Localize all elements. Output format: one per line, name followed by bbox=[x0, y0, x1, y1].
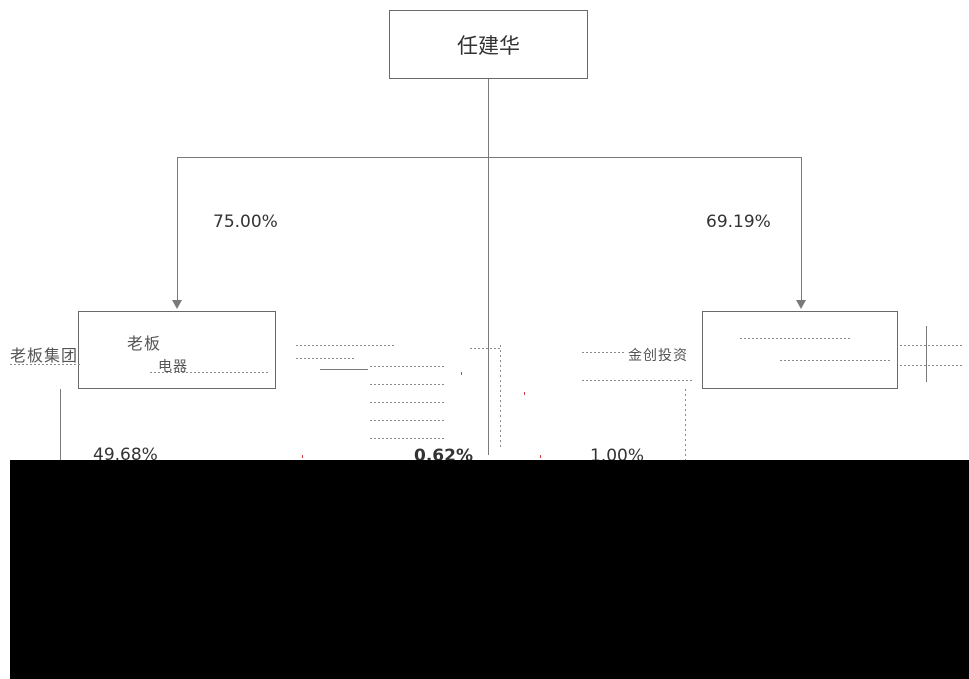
red-mark bbox=[524, 392, 525, 395]
middle-detail-line bbox=[296, 345, 396, 346]
left-entity-scan-line bbox=[150, 372, 270, 373]
redaction-block bbox=[10, 460, 969, 679]
middle-detail-line bbox=[470, 348, 500, 349]
left-sub-stem-line bbox=[60, 389, 61, 460]
root-stem-line bbox=[488, 79, 489, 455]
right-branch-percent: 69.19% bbox=[706, 212, 771, 232]
right-entity-scan-line bbox=[582, 380, 694, 381]
left-arrow-icon bbox=[172, 300, 182, 309]
middle-detail-line bbox=[370, 402, 444, 403]
root-entity-name: 任建华 bbox=[457, 33, 520, 58]
middle-connector-line bbox=[320, 369, 368, 370]
left-entity-label-fragment: 老板 bbox=[127, 334, 162, 353]
red-mark bbox=[461, 372, 462, 375]
right-entity-label-fragment: 金创投资 bbox=[628, 348, 688, 364]
right-branch-line bbox=[801, 157, 802, 300]
right-entity-scan-line bbox=[900, 345, 964, 346]
right-edge-line bbox=[926, 326, 927, 382]
left-entity-label-fragment: 电器 bbox=[158, 359, 188, 375]
middle-detail-line bbox=[370, 438, 444, 439]
right-sub-stem-line bbox=[685, 389, 686, 460]
middle-detail-line bbox=[296, 358, 356, 359]
red-mark bbox=[540, 455, 541, 458]
left-branch-percent: 75.00% bbox=[213, 212, 278, 232]
middle-detail-line bbox=[370, 420, 444, 421]
middle-detail-line bbox=[370, 384, 444, 385]
right-entity-box bbox=[702, 311, 898, 389]
red-mark bbox=[302, 455, 303, 458]
middle-detail-line bbox=[500, 345, 501, 450]
right-entity-scan-line bbox=[740, 338, 850, 339]
left-entity-scan-line bbox=[10, 364, 80, 365]
left-entity-label-fragment: 老板集团 bbox=[10, 346, 79, 365]
middle-detail-line bbox=[370, 366, 444, 367]
left-branch-line bbox=[177, 157, 178, 300]
left-entity-box bbox=[78, 311, 276, 389]
right-entity-scan-line bbox=[900, 365, 964, 366]
right-arrow-icon bbox=[796, 300, 806, 309]
right-entity-scan-line bbox=[582, 352, 626, 353]
root-branch-line bbox=[177, 157, 801, 158]
root-entity-box: 任建华 bbox=[389, 10, 588, 79]
right-entity-scan-line bbox=[780, 360, 890, 361]
